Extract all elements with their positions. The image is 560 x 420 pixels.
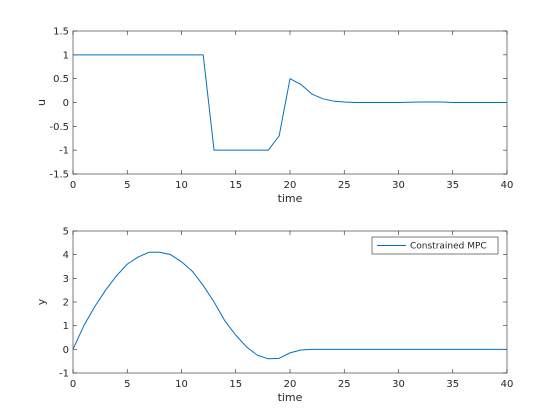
bottom-y-axis-label: y [35, 298, 48, 305]
bottom-y-tick-label: 4 [63, 250, 69, 261]
bottom-x-tick-label: 20 [284, 379, 297, 390]
top-x-tick-label: 5 [124, 180, 130, 191]
top-subplot: 0 5 10 15 20 25 30 35 40 -1.5 -1 -0.5 0 0.5 1 1.5 time u [35, 27, 513, 206]
bottom-x-tick-label: 10 [175, 379, 188, 390]
bottom-y-tick-label: 2 [63, 298, 69, 309]
top-y-axis-label: u [35, 99, 48, 106]
bottom-legend: Constrained MPC [371, 236, 499, 255]
top-x-tick-label: 35 [446, 180, 459, 191]
bottom-y-tick-label: 1 [63, 321, 69, 332]
bottom-x-tick-label: 35 [446, 379, 459, 390]
bottom-x-tick-label: 0 [70, 379, 76, 390]
bottom-y-tick-label: -1 [59, 369, 69, 380]
bottom-x-tick-label: 5 [124, 379, 130, 390]
bottom-x-tick-label: 15 [229, 379, 242, 390]
top-x-tick-label: 30 [392, 180, 405, 191]
top-y-tick-label: 1.5 [53, 27, 69, 38]
top-y-tick-label: 0.5 [53, 74, 69, 85]
top-y-tick-label: -1.5 [49, 170, 69, 181]
top-x-tick-label: 0 [70, 180, 76, 191]
bottom-x-tick-label: 25 [338, 379, 351, 390]
top-x-tick-label: 15 [229, 180, 242, 191]
bottom-x-tick-label: 40 [501, 379, 514, 390]
bottom-x-tick-label: 30 [392, 379, 405, 390]
bottom-y-tick-label: 3 [63, 274, 69, 285]
top-y-tick-label: -1 [59, 146, 69, 157]
bottom-subplot: 0 5 10 15 20 25 30 35 40-1012345timeyConstrained… [35, 227, 513, 405]
top-y-tick-label: 0 [63, 98, 69, 109]
top-x-tick-label: 40 [501, 180, 514, 191]
bottom-y-tick-label: 0 [63, 345, 69, 356]
bottom-series-line-0 [72, 251, 507, 360]
top-x-tick-label: 25 [338, 180, 351, 191]
top-x-tick-label: 20 [284, 180, 297, 191]
legend-label: Constrained MPC [410, 242, 487, 252]
top-x-tick-label: 10 [175, 180, 188, 191]
top-x-axis-label: time [278, 192, 303, 205]
top-y-tick-label: 1 [63, 50, 69, 61]
top-series-line-0 [73, 54, 507, 151]
bottom-y-tick-label: 5 [63, 227, 69, 238]
bottom-x-axis-label: time [278, 391, 303, 404]
legend-box [371, 236, 499, 255]
top-y-tick-label: -0.5 [49, 122, 69, 133]
